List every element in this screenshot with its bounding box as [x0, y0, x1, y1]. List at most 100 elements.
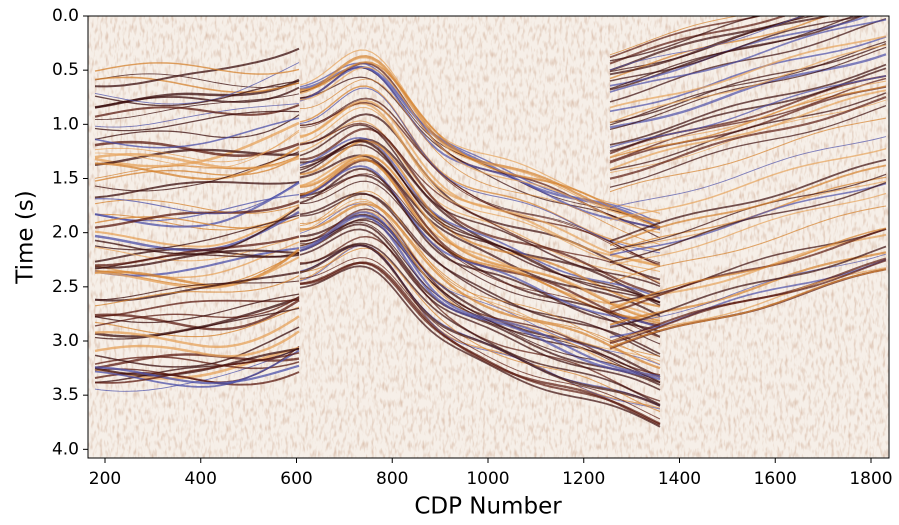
- reflector: [299, 55, 661, 223]
- x-tick-label: 600: [280, 469, 312, 489]
- seismic-image: [88, 16, 889, 458]
- reflector: [94, 110, 300, 132]
- x-tick-label: 1600: [754, 469, 797, 489]
- reflector: [299, 139, 661, 304]
- reflector: [94, 151, 300, 192]
- reflector: [299, 265, 661, 428]
- reflector: [94, 181, 300, 228]
- reflector: [299, 78, 661, 245]
- reflector: [299, 165, 661, 329]
- reflector: [299, 153, 661, 322]
- reflector: [299, 228, 661, 391]
- reflector: [299, 49, 661, 214]
- reflector: [299, 243, 661, 407]
- reflector: [609, 89, 887, 171]
- reflector: [94, 117, 300, 149]
- reflector: [94, 76, 300, 93]
- reflector: [94, 346, 300, 380]
- reflector: [609, 63, 887, 146]
- y-tick-label: 1.5: [52, 169, 79, 189]
- reflector: [94, 154, 300, 179]
- reflector: [609, 53, 887, 129]
- reflector: [609, 16, 740, 56]
- reflector: [299, 136, 661, 300]
- reflector: [94, 206, 300, 255]
- reflector: [299, 202, 661, 370]
- y-tick-label: 3.5: [52, 385, 79, 405]
- reflector: [609, 43, 887, 124]
- reflector: [94, 280, 300, 301]
- reflector: [299, 219, 661, 383]
- reflector: [94, 62, 300, 75]
- reflector: [299, 124, 661, 288]
- y-tick-label: 2.5: [52, 277, 79, 297]
- reflector: [299, 214, 661, 381]
- reflector: [94, 47, 300, 88]
- reflector: [299, 140, 661, 304]
- reflector: [299, 201, 661, 365]
- reflector: [94, 347, 300, 377]
- reflector: [609, 17, 887, 103]
- reflector: [299, 66, 661, 234]
- reflector: [609, 268, 887, 349]
- reflector: [609, 16, 762, 62]
- reflector: [299, 122, 661, 285]
- reflector: [299, 198, 661, 362]
- reflector: [94, 235, 300, 267]
- reflector: [94, 364, 300, 385]
- reflector: [609, 233, 887, 309]
- reflector: [609, 164, 887, 247]
- reflector: [299, 190, 661, 357]
- reflector: [299, 192, 661, 355]
- reflector: [609, 136, 887, 209]
- reflector: [609, 228, 887, 304]
- reflector: [94, 296, 300, 338]
- reflector: [609, 16, 833, 76]
- reflector: [609, 105, 887, 188]
- reflector: [609, 18, 887, 93]
- reflector: [609, 245, 887, 329]
- reflector: [94, 275, 300, 307]
- reflector: [299, 247, 661, 412]
- reflector: [94, 140, 300, 157]
- reflector: [94, 349, 300, 388]
- reflector: [94, 103, 300, 128]
- reflector: [609, 92, 887, 171]
- y-axis-label: Time (s): [13, 190, 39, 285]
- reflector: [609, 16, 804, 71]
- reflector: [299, 61, 661, 228]
- reflector: [94, 181, 300, 215]
- reflector: [299, 87, 661, 254]
- reflector: [94, 326, 300, 368]
- y-tick-label: 1.0: [52, 114, 79, 134]
- x-tick-label: 1400: [658, 469, 701, 489]
- reflector: [609, 228, 887, 314]
- x-tick-label: 1800: [849, 469, 892, 489]
- reflector: [299, 99, 661, 267]
- reflector: [609, 35, 887, 109]
- reflector: [299, 85, 661, 252]
- reflector: [94, 351, 300, 384]
- reflector: [94, 247, 300, 277]
- x-tick-label: 1000: [466, 469, 509, 489]
- reflector: [299, 211, 661, 378]
- reflector: [609, 181, 887, 263]
- reflector: [299, 242, 661, 406]
- reflector: [299, 101, 661, 267]
- y-tick-label: 0.0: [52, 6, 79, 26]
- reflector: [94, 216, 300, 229]
- reflector: [94, 155, 300, 182]
- reflector: [299, 120, 661, 283]
- y-tick-label: 0.5: [52, 60, 79, 80]
- x-axis-label: CDP Number: [414, 494, 562, 520]
- y-tick-label: 2.0: [52, 223, 79, 243]
- reflector: [94, 293, 300, 324]
- reflector: [94, 114, 300, 141]
- reflector: [94, 86, 300, 109]
- reflector: [609, 36, 887, 113]
- x-tick-label: 800: [376, 469, 408, 489]
- reflector: [94, 131, 300, 163]
- reflector: [609, 251, 887, 326]
- reflector: [609, 205, 887, 284]
